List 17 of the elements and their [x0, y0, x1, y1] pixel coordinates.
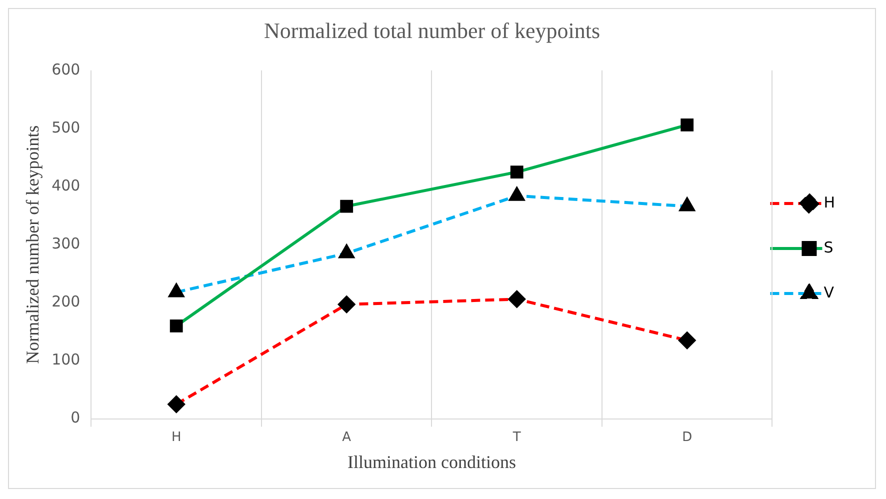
y-tick-label: 200: [52, 292, 80, 311]
x-axis-title: Illumination conditions: [347, 452, 516, 472]
y-tick-label: 500: [52, 118, 80, 136]
y-axis-title: Normalized number of keypoints: [22, 125, 43, 364]
legend-label: S: [824, 238, 834, 256]
x-tick-label: H: [171, 430, 182, 445]
legend-label: H: [824, 193, 835, 212]
y-tick-label: 600: [52, 60, 80, 78]
y-tick-label: 400: [52, 176, 80, 194]
chart-title: Normalized total number of keypoints: [264, 18, 600, 43]
y-tick-label: 100: [52, 350, 80, 369]
x-tick-label: T: [512, 430, 521, 445]
legend-label: V: [824, 283, 835, 302]
y-tick-label: 0: [70, 408, 80, 427]
x-tick-label: A: [342, 430, 352, 445]
x-tick-label: D: [682, 430, 692, 445]
y-tick-label: 300: [52, 234, 80, 252]
